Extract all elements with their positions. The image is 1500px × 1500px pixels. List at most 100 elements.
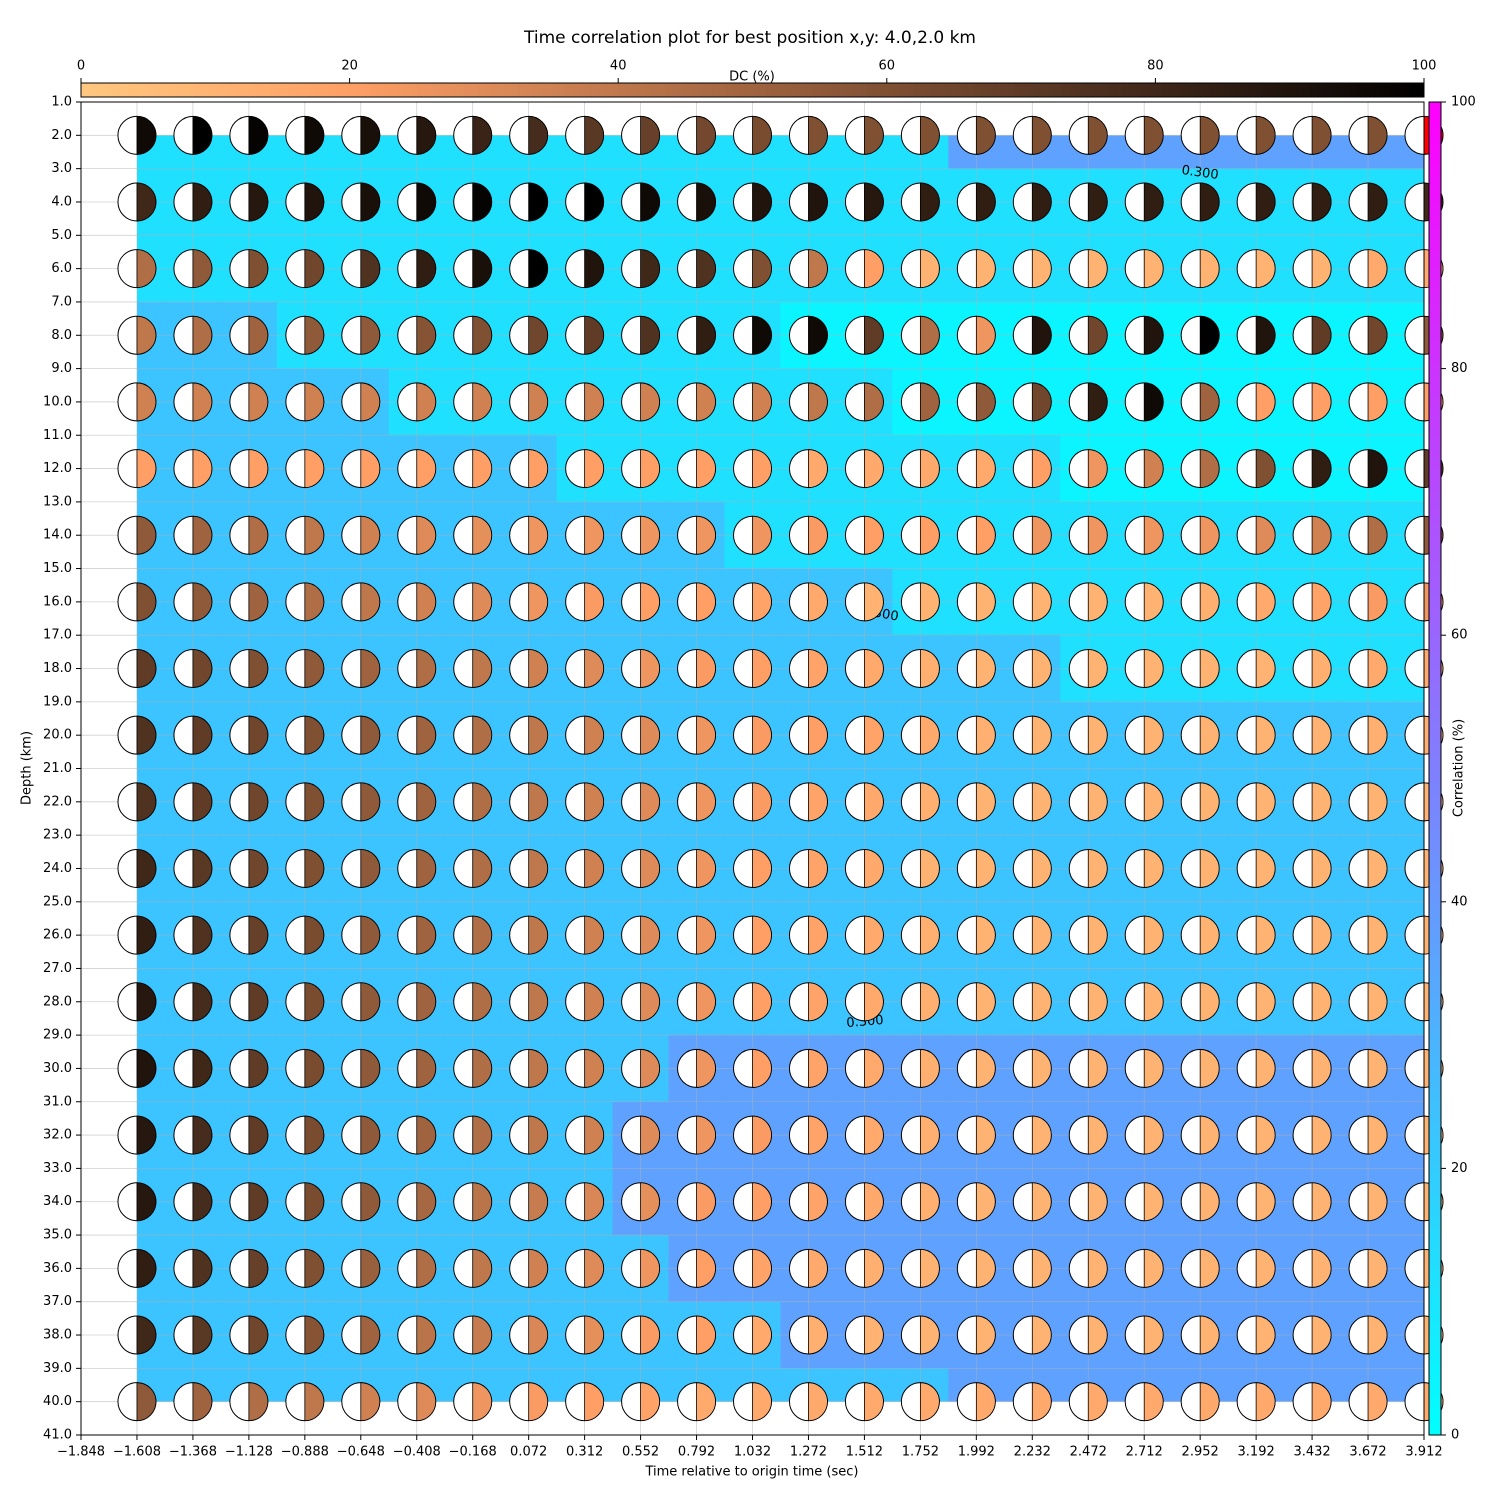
beachball-compression: [360, 715, 381, 755]
colorbar-slice: [1429, 728, 1441, 736]
colorbar-slice: [1429, 988, 1441, 996]
beachball-compression: [975, 582, 996, 622]
beachball: [733, 582, 772, 622]
beachball-compression: [1143, 1115, 1164, 1155]
colorbar-slice: [960, 83, 968, 97]
beachball: [844, 1115, 884, 1155]
colorbar-slice: [1429, 108, 1441, 116]
y-tick-label: 32.0: [43, 1128, 72, 1143]
beachball: [1180, 582, 1220, 622]
colorbar-slice: [410, 83, 418, 97]
colorbar-slice: [1429, 281, 1441, 290]
beachball-compression: [808, 515, 828, 555]
beachball-compression: [584, 915, 604, 955]
beachball: [621, 1248, 661, 1288]
beachball: [788, 782, 828, 822]
beachball: [453, 1315, 493, 1355]
beachball-compression: [360, 1115, 381, 1155]
colorbar-frame: [1428, 101, 1442, 1436]
colorbar-slice: [1429, 1041, 1441, 1049]
beachball-compression: [1367, 249, 1388, 289]
beachball-compression: [1367, 1115, 1388, 1155]
beachball-compression: [640, 1248, 660, 1288]
beachball: [229, 1115, 269, 1155]
beachball: [621, 182, 661, 222]
colorbar-slice: [1429, 301, 1441, 310]
y-tick-label: 37.0: [43, 1294, 72, 1309]
colorbar-slice: [1429, 1028, 1441, 1036]
beachball-compression: [416, 1182, 437, 1222]
beachball: [1068, 249, 1108, 289]
colorbar-slice: [282, 83, 290, 97]
beachball: [341, 1182, 381, 1222]
y-tick-label: 20.0: [43, 728, 72, 743]
beachball: [1180, 1382, 1220, 1422]
beachball: [1348, 715, 1388, 755]
beachball-compression: [1087, 115, 1108, 155]
beachball: [956, 715, 996, 755]
beachball: [1180, 782, 1220, 822]
colorbar-slice: [1269, 83, 1277, 97]
colorbar-slice: [947, 83, 955, 97]
beachball: [341, 115, 381, 155]
beachball: [621, 1315, 661, 1355]
beachball-compression: [1311, 782, 1332, 822]
colorbar-slice: [1429, 961, 1441, 969]
beachball-compression: [1367, 849, 1388, 888]
colorbar-slice: [1397, 83, 1405, 97]
beachball-compression: [1311, 1115, 1332, 1155]
beachball: [788, 1315, 828, 1355]
colorbar-slice: [1316, 83, 1324, 97]
beachball: [733, 1382, 772, 1422]
colorbar-slice: [1222, 83, 1230, 97]
beachball-compression: [136, 515, 157, 555]
colorbar-slice: [1429, 295, 1441, 303]
y-tick-label: 33.0: [43, 1161, 72, 1176]
colorbar-slice: [1429, 1181, 1441, 1189]
colorbar-slice: [772, 83, 780, 97]
beachball: [117, 115, 157, 155]
x-axis-label: Time relative to origin time (sec): [644, 1465, 858, 1480]
beachball-compression: [1143, 382, 1164, 422]
colorbar-slice: [1429, 181, 1441, 190]
colorbar-slice: [1429, 601, 1441, 610]
beachball-compression: [1311, 115, 1332, 155]
beachball: [733, 515, 772, 555]
x-tick-label: −0.648: [337, 1445, 385, 1460]
beachball-compression: [864, 1382, 884, 1422]
beachball-compression: [360, 782, 381, 822]
beachball-compression: [360, 515, 381, 555]
y-tick-label: 21.0: [43, 761, 72, 776]
x-tick-label: 1.272: [790, 1445, 827, 1460]
beachball: [173, 249, 213, 289]
x-tick-label: 1.032: [734, 1445, 771, 1460]
colorbar-slice: [215, 83, 223, 97]
beachball-compression: [248, 1049, 269, 1088]
beachball-compression: [696, 1315, 716, 1355]
beachball-compression: [360, 849, 381, 888]
colorbar-slice: [1429, 1075, 1441, 1083]
beachball: [397, 249, 437, 289]
beachball-compression: [584, 1248, 604, 1288]
beachball: [1068, 1115, 1108, 1155]
colorbar-slice: [1108, 83, 1116, 97]
colorbar-slice: [107, 83, 116, 97]
beachball-compression: [864, 1115, 884, 1155]
colorbar-slice: [242, 83, 250, 97]
beachball: [341, 848, 381, 888]
colorbar-slice: [1429, 581, 1441, 590]
beachball: [1180, 182, 1220, 222]
beachball: [1236, 1048, 1276, 1088]
colorbar-tick-label: 100: [1412, 59, 1437, 74]
beachball: [788, 382, 828, 422]
beachball-compression: [360, 1182, 381, 1222]
beachball: [1348, 515, 1388, 555]
beachball-compression: [808, 1049, 828, 1088]
beachball: [677, 249, 717, 289]
beachball-compression: [1087, 849, 1108, 888]
y-tick-label: 31.0: [43, 1094, 72, 1109]
beachball-compression: [640, 1382, 660, 1422]
colorbar-slice: [1429, 1035, 1441, 1043]
beachball: [173, 515, 213, 555]
colorbar-slice: [1027, 83, 1036, 97]
